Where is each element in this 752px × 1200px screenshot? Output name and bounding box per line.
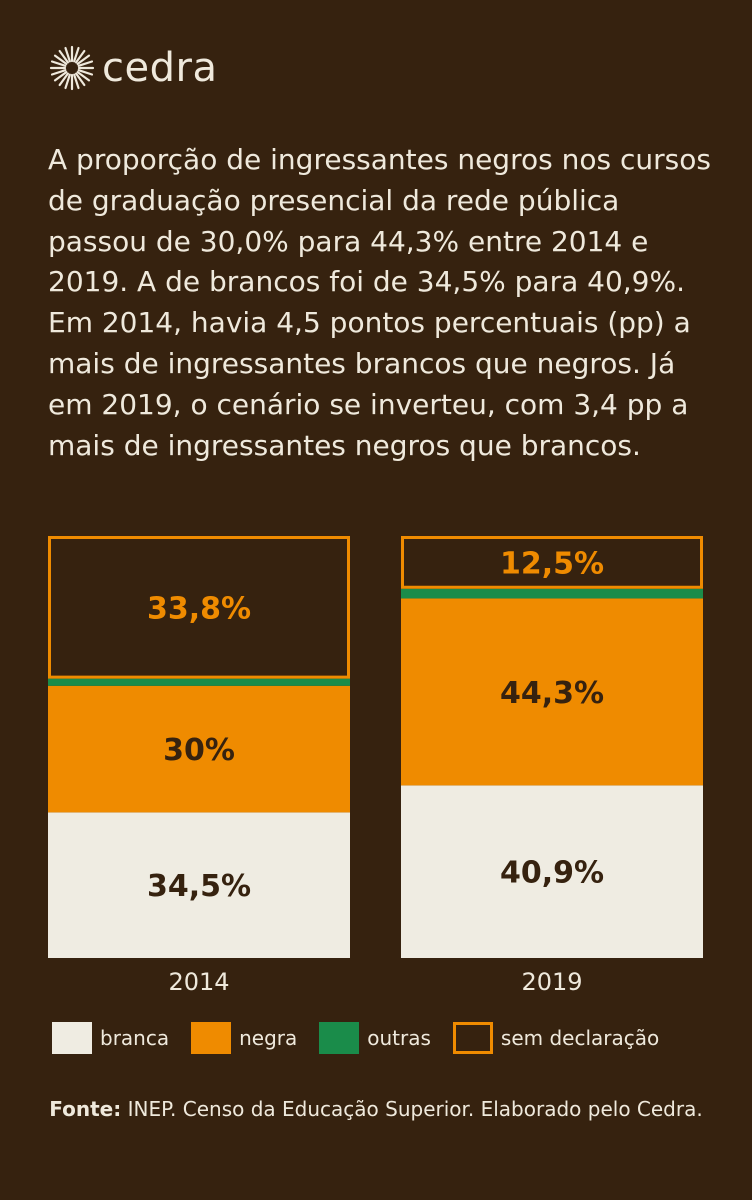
x-tick-label-2014: 2014 [168, 968, 229, 996]
legend-label-negra: negra [239, 1026, 298, 1050]
data-label-sem-declaracao-2014: 33,8% [147, 591, 251, 626]
sun-ray [73, 73, 80, 90]
sun-ray [58, 72, 69, 87]
chart-legend: branca negra outras sem declaração [52, 1022, 681, 1054]
bar-segment-sem-declaracao-2014 [48, 536, 350, 679]
sun-ray [76, 71, 91, 82]
sun-ray [75, 49, 86, 64]
data-label-branca-2014: 34,5% [147, 869, 251, 904]
bar-segment-negra-2014 [48, 685, 350, 813]
legend-label-outras: outras [367, 1026, 431, 1050]
bar-segment-outras-2019 [401, 588, 703, 599]
brand-name: cedra [102, 45, 218, 91]
sun-ray [76, 54, 91, 65]
x-tick-label-2019: 2019 [521, 968, 582, 996]
sun-ray [50, 60, 67, 67]
legend-item-branca: branca [52, 1022, 169, 1054]
sun-ray [77, 69, 94, 76]
data-label-sem-declaracao-2019: 12,5% [500, 546, 604, 581]
bar-segment-sem-declaracao-2019 [401, 536, 703, 589]
sun-ray [53, 71, 68, 82]
legend-swatch-branca [52, 1022, 92, 1054]
stacked-bar-chart: 34,5% 30% 33,8% 2014 40,9% 44,3% 12,5% 2019 [48, 536, 703, 996]
legend-swatch-outras [319, 1022, 360, 1054]
brand-logo: cedra [48, 44, 217, 92]
sun-ray [75, 72, 86, 87]
sun-ray [64, 73, 71, 90]
bar-segment-outras-2014 [48, 678, 350, 686]
intro-paragraph: A proporção de ingressantes negros nos c… [48, 143, 711, 462]
sun-burst-icon [49, 45, 95, 91]
legend-swatch-negra [191, 1022, 232, 1054]
data-label-negra-2019: 44,3% [500, 676, 604, 711]
bar-segment-branca-2014 [48, 812, 350, 958]
data-label-negra-2014: 30% [163, 733, 235, 768]
sun-ray [53, 54, 68, 65]
sun-ray [64, 46, 71, 63]
legend-item-sem-declaracao: sem declaração [452, 1022, 660, 1054]
source-note: Fonte: INEP. Censo da Educação Superior.… [40, 1094, 712, 1124]
sun-ray [77, 60, 94, 67]
legend-label-sem-declaracao: sem declaração [500, 1026, 660, 1050]
legend-label-branca: branca [100, 1026, 170, 1050]
legend-item-negra: negra [191, 1022, 297, 1054]
sun-ray [58, 49, 69, 64]
sun-ray [50, 69, 67, 76]
source-text: INEP. Censo da Educação Superior. Elabor… [121, 1097, 703, 1121]
bar-segment-negra-2019 [401, 598, 703, 786]
data-label-branca-2019: 40,9% [500, 856, 604, 891]
legend-item-outras: outras [319, 1022, 431, 1054]
bar-segment-branca-2019 [401, 785, 703, 958]
source-label: Fonte: [49, 1097, 122, 1121]
legend-swatch-sem-declaracao [452, 1022, 493, 1054]
sun-ray [73, 46, 80, 63]
